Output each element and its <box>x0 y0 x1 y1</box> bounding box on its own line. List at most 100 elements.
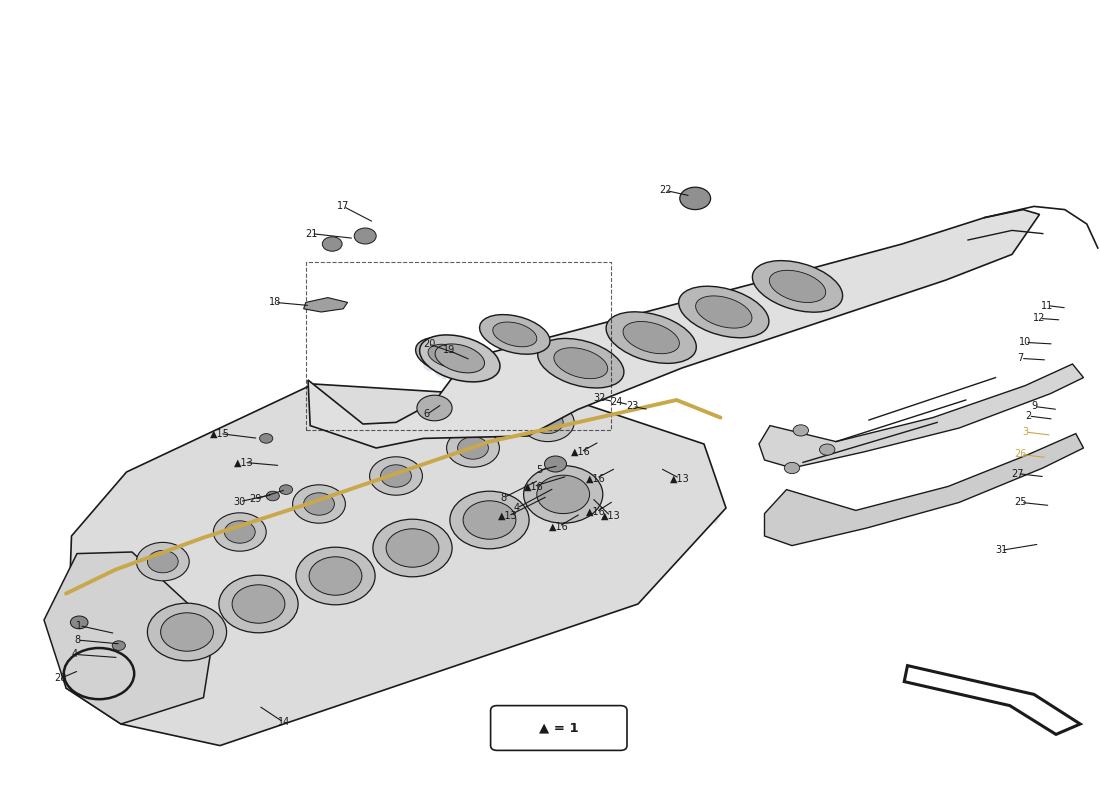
Text: 8: 8 <box>74 635 80 645</box>
Circle shape <box>296 547 375 605</box>
Circle shape <box>219 575 298 633</box>
Circle shape <box>232 585 285 623</box>
Text: 17: 17 <box>337 202 350 211</box>
Text: 32: 32 <box>593 394 606 403</box>
Text: 10: 10 <box>1019 338 1032 347</box>
Text: 25: 25 <box>1014 498 1027 507</box>
Circle shape <box>279 485 293 494</box>
Circle shape <box>417 395 452 421</box>
Text: ▲13: ▲13 <box>670 474 690 483</box>
Text: 5: 5 <box>536 466 542 475</box>
Circle shape <box>450 491 529 549</box>
Circle shape <box>386 529 439 567</box>
Circle shape <box>266 491 279 501</box>
Ellipse shape <box>769 270 826 302</box>
Circle shape <box>260 434 273 443</box>
Ellipse shape <box>416 337 482 375</box>
Text: ▲13: ▲13 <box>601 511 620 521</box>
Circle shape <box>224 521 255 543</box>
Polygon shape <box>304 298 348 312</box>
Text: custom Ferrari parts.com: custom Ferrari parts.com <box>417 350 727 530</box>
Circle shape <box>524 466 603 523</box>
Ellipse shape <box>606 312 696 363</box>
Text: 3: 3 <box>1022 427 1028 437</box>
FancyBboxPatch shape <box>491 706 627 750</box>
Circle shape <box>544 456 566 472</box>
Ellipse shape <box>419 335 500 382</box>
Text: 19: 19 <box>442 346 455 355</box>
Circle shape <box>370 457 422 495</box>
Text: 12: 12 <box>1033 314 1046 323</box>
Text: 18: 18 <box>268 298 282 307</box>
Polygon shape <box>66 384 726 746</box>
Circle shape <box>161 613 213 651</box>
Circle shape <box>458 437 488 459</box>
Ellipse shape <box>623 322 680 354</box>
Ellipse shape <box>428 344 470 368</box>
Circle shape <box>447 429 499 467</box>
Text: ▲13: ▲13 <box>498 511 518 521</box>
Text: 28: 28 <box>54 674 67 683</box>
Ellipse shape <box>480 314 550 354</box>
Polygon shape <box>764 434 1084 546</box>
Text: ▲16: ▲16 <box>524 482 543 491</box>
Text: 22: 22 <box>659 186 672 195</box>
Text: ▲16: ▲16 <box>586 474 606 483</box>
Circle shape <box>147 603 227 661</box>
Polygon shape <box>904 666 1080 734</box>
Circle shape <box>70 616 88 629</box>
Circle shape <box>537 475 590 514</box>
Text: 9: 9 <box>1031 402 1037 411</box>
Text: 21: 21 <box>305 229 318 238</box>
Text: 20: 20 <box>422 339 436 349</box>
Text: 4: 4 <box>514 503 520 513</box>
Text: 30: 30 <box>233 497 246 506</box>
Text: 29: 29 <box>249 494 262 504</box>
Polygon shape <box>44 552 214 724</box>
Text: ▲16: ▲16 <box>549 522 569 531</box>
Text: 6: 6 <box>424 410 430 419</box>
Circle shape <box>680 187 711 210</box>
Text: 4: 4 <box>72 650 78 659</box>
Circle shape <box>213 513 266 551</box>
Text: 7: 7 <box>1018 354 1024 363</box>
Circle shape <box>309 557 362 595</box>
Circle shape <box>147 550 178 573</box>
Text: ▲13: ▲13 <box>234 458 254 467</box>
Circle shape <box>784 462 800 474</box>
Text: 27: 27 <box>1011 469 1024 478</box>
Text: 1: 1 <box>76 621 82 630</box>
Polygon shape <box>308 210 1040 448</box>
Circle shape <box>463 501 516 539</box>
Ellipse shape <box>493 322 537 346</box>
Text: ▲16: ▲16 <box>586 507 606 517</box>
Circle shape <box>112 641 125 650</box>
Text: 2: 2 <box>1025 411 1032 421</box>
Circle shape <box>322 237 342 251</box>
Text: 24: 24 <box>609 397 623 406</box>
Circle shape <box>820 444 835 455</box>
Text: 26: 26 <box>1014 450 1027 459</box>
Text: ▲16: ▲16 <box>571 447 591 457</box>
Text: ▲15: ▲15 <box>210 429 230 438</box>
Circle shape <box>354 228 376 244</box>
Ellipse shape <box>538 338 624 388</box>
Text: 11: 11 <box>1041 301 1054 310</box>
Text: 14: 14 <box>277 718 290 727</box>
Circle shape <box>532 411 563 434</box>
Text: ▲ = 1: ▲ = 1 <box>539 722 579 734</box>
Circle shape <box>293 485 345 523</box>
Ellipse shape <box>695 296 752 328</box>
Ellipse shape <box>554 348 607 378</box>
Circle shape <box>793 425 808 436</box>
Ellipse shape <box>752 261 843 312</box>
Polygon shape <box>759 364 1084 468</box>
Text: 31: 31 <box>994 546 1008 555</box>
Text: 8: 8 <box>500 493 507 502</box>
Circle shape <box>373 519 452 577</box>
Circle shape <box>521 403 574 442</box>
Text: 23: 23 <box>626 402 639 411</box>
Circle shape <box>304 493 334 515</box>
Circle shape <box>381 465 411 487</box>
Ellipse shape <box>436 344 484 373</box>
